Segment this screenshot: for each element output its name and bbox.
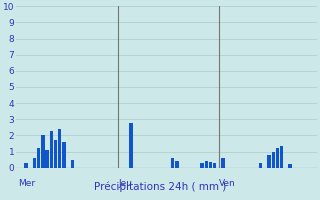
Bar bbox=[280, 146, 283, 168]
Bar bbox=[204, 161, 208, 168]
Text: Ven: Ven bbox=[219, 179, 236, 188]
Bar bbox=[268, 155, 271, 168]
Bar bbox=[70, 160, 74, 168]
Text: Mer: Mer bbox=[18, 179, 35, 188]
Bar bbox=[272, 152, 275, 168]
Bar bbox=[58, 129, 61, 168]
Bar bbox=[41, 135, 44, 168]
Bar bbox=[213, 163, 216, 168]
Text: Jeu: Jeu bbox=[118, 179, 132, 188]
Bar bbox=[33, 158, 36, 168]
Bar bbox=[221, 158, 225, 168]
Bar bbox=[175, 161, 179, 168]
Text: Précipitations 24h ( mm ): Précipitations 24h ( mm ) bbox=[94, 182, 226, 192]
Bar bbox=[276, 148, 279, 168]
Bar bbox=[129, 123, 132, 168]
Bar bbox=[209, 162, 212, 168]
Bar bbox=[288, 164, 292, 168]
Bar bbox=[24, 163, 28, 168]
Bar bbox=[259, 163, 262, 168]
Bar bbox=[171, 158, 174, 168]
Bar bbox=[37, 148, 40, 168]
Bar bbox=[54, 140, 57, 168]
Bar bbox=[62, 142, 66, 168]
Bar bbox=[200, 163, 204, 168]
Bar bbox=[45, 150, 49, 168]
Bar bbox=[50, 131, 53, 168]
